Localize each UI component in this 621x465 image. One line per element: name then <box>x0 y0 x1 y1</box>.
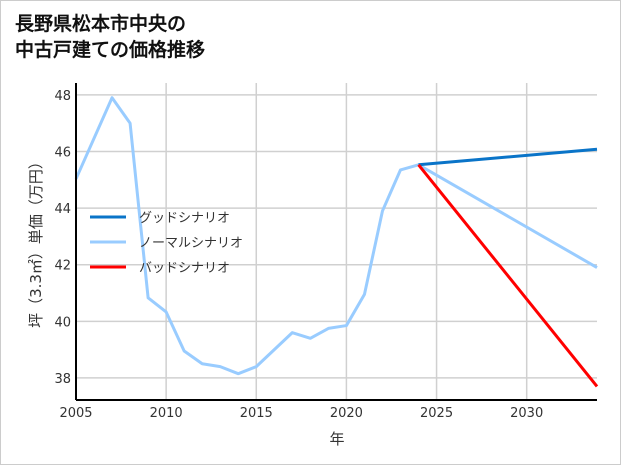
legend-label: バッドシナリオ <box>139 261 230 276</box>
title-line-2: 中古戸建ての価格推移 <box>15 39 206 61</box>
x-tick-label: 2030 <box>510 406 543 421</box>
y-tick-label: 48 <box>54 89 71 104</box>
y-tick-label: 40 <box>54 315 71 330</box>
y-tick-label: 38 <box>54 372 71 387</box>
title-line-1: 長野県松本市中央の <box>15 13 187 35</box>
x-tick-label: 2010 <box>150 406 183 421</box>
x-tick-label: 2015 <box>240 406 273 421</box>
x-tick-label: 2025 <box>420 406 453 421</box>
x-axis-label: 年 <box>329 430 344 448</box>
y-axis-label: 坪（3.3㎡）単価（万円） <box>27 154 45 328</box>
chart-title: 長野県松本市中央の 中古戸建ての価格推移 <box>15 11 205 63</box>
y-tick-label: 42 <box>54 259 71 274</box>
legend-label: ノーマルシナリオ <box>139 236 243 251</box>
y-tick-label: 46 <box>54 145 71 160</box>
x-tick-label: 2005 <box>59 406 92 421</box>
series-line-2 <box>417 163 599 388</box>
series-line-1 <box>74 96 598 376</box>
legend-label: グッドシナリオ <box>139 211 230 226</box>
series-line-0 <box>418 147 598 167</box>
x-tick-label: 2020 <box>330 406 363 421</box>
y-tick-label: 44 <box>54 202 71 217</box>
